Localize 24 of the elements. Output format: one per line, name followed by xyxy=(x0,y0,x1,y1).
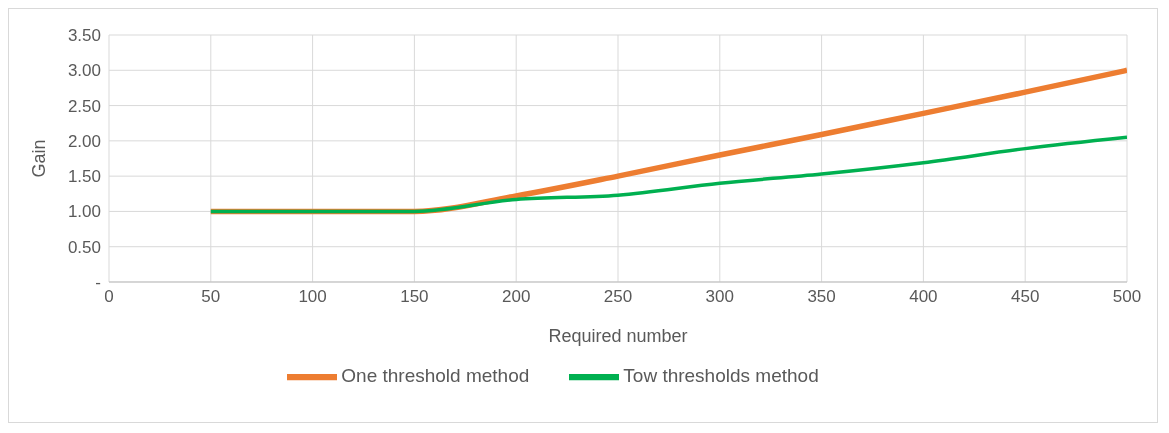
x-tick-label: 0 xyxy=(104,287,114,307)
y-tick-label: 1.50 xyxy=(67,167,101,187)
x-axis-title: Required number xyxy=(548,326,688,346)
x-tick-label: 450 xyxy=(1011,287,1040,307)
line-series xyxy=(209,135,1127,214)
x-tick-label: 250 xyxy=(603,287,633,307)
x-tick-label: 300 xyxy=(705,287,734,307)
legend-label: Tow thresholds method xyxy=(623,365,819,387)
x-tick-label: 150 xyxy=(400,287,429,307)
y-axis-title: Gain xyxy=(29,139,50,178)
x-tick-label: 400 xyxy=(909,287,938,307)
y-tick-label: 2.00 xyxy=(67,131,101,151)
y-tick-label: 0.50 xyxy=(67,237,101,257)
x-tick-label: 200 xyxy=(502,287,531,307)
legend-label: One threshold method xyxy=(341,365,530,387)
x-tick-label: 350 xyxy=(807,287,836,307)
y-tick-label: 3.00 xyxy=(67,61,101,81)
y-tick-label: 1.00 xyxy=(67,202,101,222)
y-tick-label: 2.50 xyxy=(67,96,101,116)
y-tick-label: 3.50 xyxy=(67,26,101,46)
y-tick-label: - xyxy=(95,273,101,293)
x-tick-label: 50 xyxy=(201,287,221,307)
x-tick-label: 100 xyxy=(298,287,327,307)
x-tick-label: 500 xyxy=(1112,287,1142,307)
